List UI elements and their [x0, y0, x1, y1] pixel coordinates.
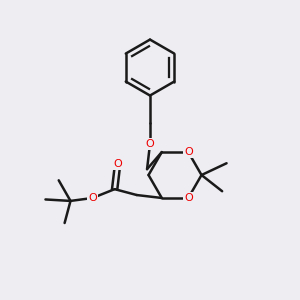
Text: O: O [146, 139, 154, 149]
Text: O: O [184, 147, 193, 157]
Text: O: O [88, 193, 97, 203]
Text: O: O [113, 159, 122, 169]
Text: O: O [184, 193, 193, 203]
